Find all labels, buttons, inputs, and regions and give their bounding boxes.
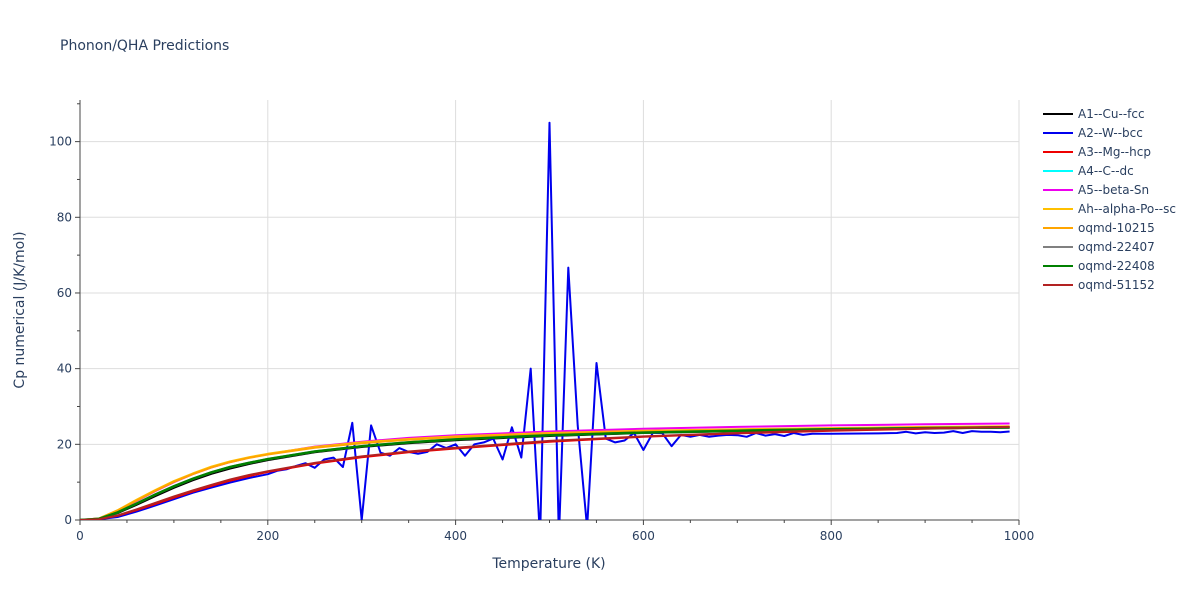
legend-label: oqmd-10215 xyxy=(1078,221,1155,235)
x-tick-label: 600 xyxy=(632,529,655,543)
x-tick-label: 1000 xyxy=(1004,529,1035,543)
y-tick-label: 60 xyxy=(57,286,72,300)
legend-label: A1--Cu--fcc xyxy=(1078,107,1145,121)
y-tick-label: 20 xyxy=(57,437,72,451)
y-tick-label: 40 xyxy=(57,362,72,376)
legend[interactable]: A1--Cu--fcc A2--W--bcc A3--Mg--hcp A4--C--d… xyxy=(1043,107,1176,292)
grid-lines xyxy=(80,100,1020,520)
legend-item[interactable]: A4--C--dc xyxy=(1043,164,1134,178)
legend-item[interactable]: oqmd-51152 xyxy=(1043,278,1155,292)
x-tick-label: 800 xyxy=(820,529,843,543)
legend-label: A2--W--bcc xyxy=(1078,126,1143,140)
y-tick-label: 100 xyxy=(49,135,72,149)
axes xyxy=(75,100,1020,525)
legend-label: oqmd-22408 xyxy=(1078,259,1155,273)
legend-label: A5--beta-Sn xyxy=(1078,183,1149,197)
chart-title: Phonon/QHA Predictions xyxy=(60,38,229,54)
legend-label: oqmd-22407 xyxy=(1078,240,1155,254)
series-line-oqmd-22408 xyxy=(80,426,1010,520)
y-tick-label: 0 xyxy=(64,513,72,527)
x-tick-label: 400 xyxy=(444,529,467,543)
legend-label: A3--Mg--hcp xyxy=(1078,145,1151,159)
legend-label: Ah--alpha-Po--sc xyxy=(1078,202,1176,216)
legend-item[interactable]: Ah--alpha-Po--sc xyxy=(1043,202,1176,216)
legend-item[interactable]: A2--W--bcc xyxy=(1043,126,1143,140)
x-tick-label: 200 xyxy=(256,529,279,543)
x-tick-label: 0 xyxy=(76,529,84,543)
legend-label: oqmd-51152 xyxy=(1078,278,1155,292)
legend-item[interactable]: oqmd-22408 xyxy=(1043,259,1155,273)
y-axis-title: Cp numerical (J/K/mol) xyxy=(12,231,28,388)
y-tick-label: 80 xyxy=(57,210,72,224)
series-line-oqmd-51152 xyxy=(80,425,1010,520)
legend-label: A4--C--dc xyxy=(1078,164,1134,178)
x-tick-labels: 0 200 400 600 800 1000 xyxy=(76,529,1034,543)
y-tick-labels: 0 20 40 60 80 100 xyxy=(49,135,72,527)
legend-item[interactable]: A3--Mg--hcp xyxy=(1043,145,1151,159)
legend-item[interactable]: A5--beta-Sn xyxy=(1043,183,1149,197)
series-line-a2-w-bcc xyxy=(80,121,1010,520)
legend-item[interactable]: oqmd-10215 xyxy=(1043,221,1155,235)
legend-item[interactable]: A1--Cu--fcc xyxy=(1043,107,1145,121)
legend-item[interactable]: oqmd-22407 xyxy=(1043,240,1155,254)
series-lines xyxy=(80,121,1010,520)
x-axis-title: Temperature (K) xyxy=(491,556,605,572)
